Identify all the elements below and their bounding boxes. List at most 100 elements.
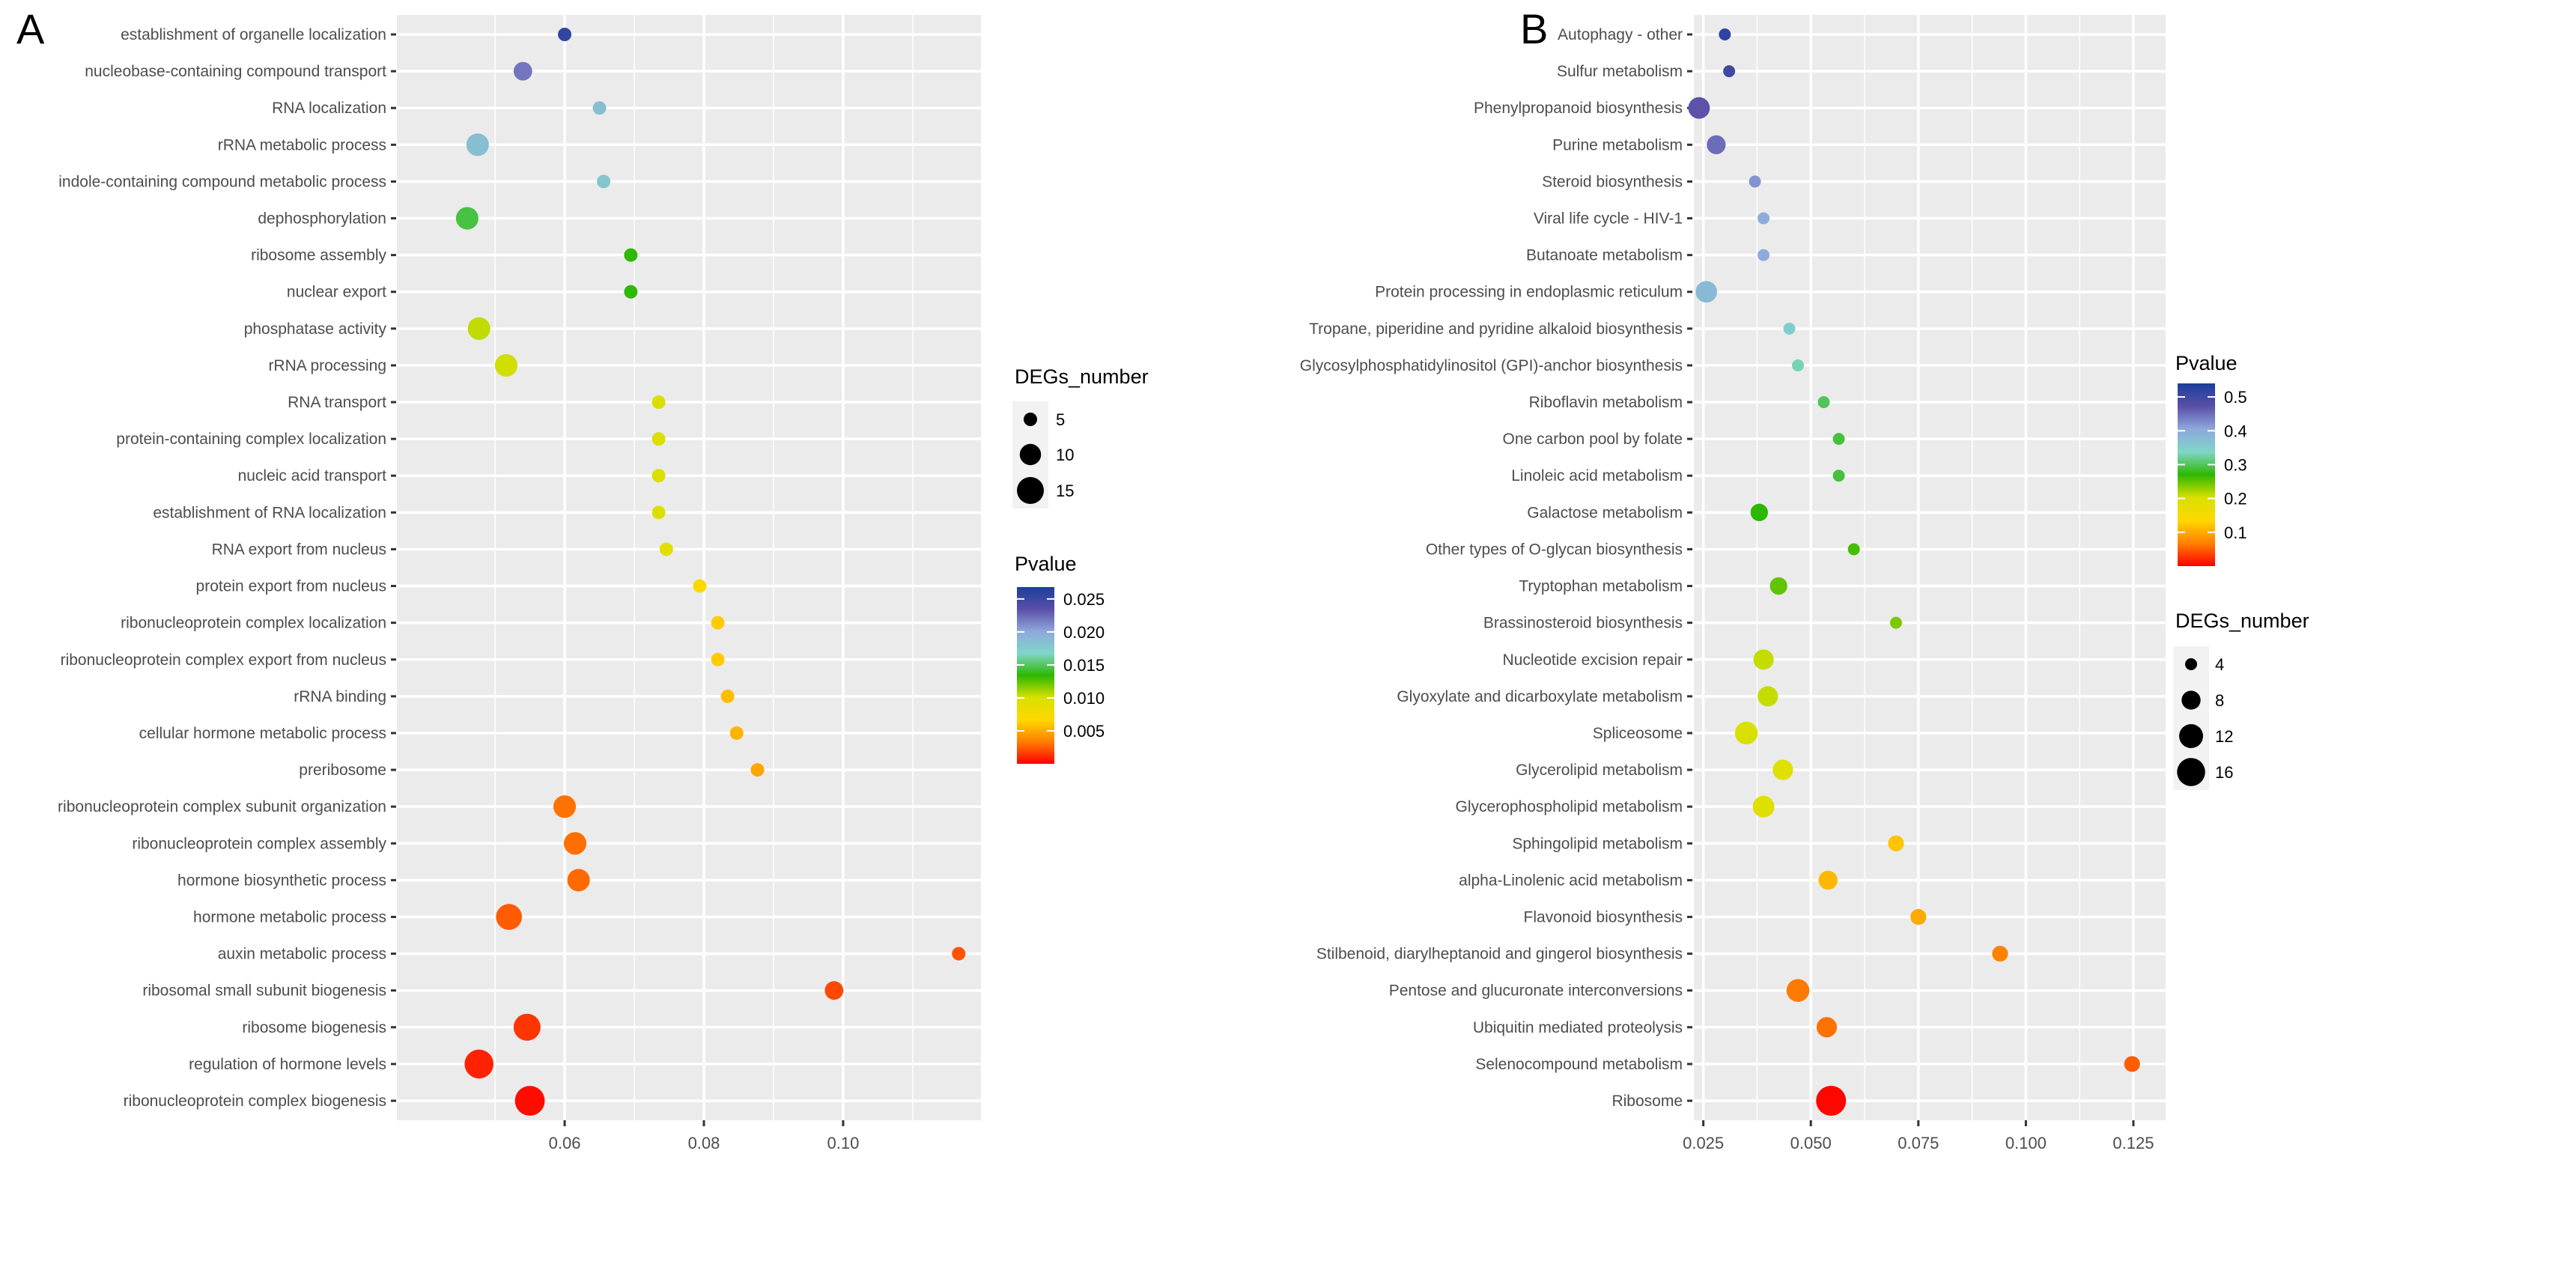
y-tick-label: rRNA processing bbox=[268, 357, 386, 374]
colorbar-label: 0.2 bbox=[2224, 490, 2247, 508]
size-legend-label: 15 bbox=[1056, 481, 1074, 500]
y-tick-label: Ubiquitin mediated proteolysis bbox=[1473, 1019, 1683, 1036]
data-point bbox=[720, 689, 735, 703]
data-point bbox=[455, 207, 479, 230]
panel-letter: B bbox=[1520, 5, 1548, 52]
y-tick-label: regulation of hormone levels bbox=[189, 1056, 386, 1073]
data-point bbox=[1750, 503, 1768, 522]
y-tick-label: ribonucleoprotein complex export from nu… bbox=[61, 651, 386, 669]
y-tick-label: Glycosylphosphatidylinositol (GPI)-ancho… bbox=[1300, 357, 1683, 374]
data-point bbox=[1992, 946, 2008, 962]
data-point bbox=[1816, 1017, 1838, 1038]
y-tick-label: nucleobase-containing compound transport bbox=[85, 63, 386, 80]
color-legend-title: Pvalue bbox=[2175, 352, 2238, 374]
data-point bbox=[1847, 543, 1860, 556]
y-tick-label: alpha-Linolenic acid metabolism bbox=[1459, 872, 1683, 889]
data-point bbox=[1910, 908, 1927, 926]
y-tick-label: indole-containing compound metabolic pro… bbox=[58, 173, 386, 190]
y-tick-label: Tropane, piperidine and pyridine alkaloi… bbox=[1309, 320, 1683, 338]
y-tick-label: ribosomal small subunit biogenesis bbox=[142, 982, 386, 1000]
y-tick-label: rRNA metabolic process bbox=[218, 136, 386, 154]
size-legend-dot bbox=[1019, 443, 1042, 466]
colorbar-label: 0.005 bbox=[1063, 722, 1105, 741]
data-point bbox=[824, 981, 844, 1000]
size-legend-title: DEGs_number bbox=[2175, 610, 2309, 632]
x-tick-label: 0.025 bbox=[1683, 1134, 1724, 1152]
data-point bbox=[2124, 1056, 2140, 1072]
data-point bbox=[1695, 281, 1718, 303]
y-tick-label: One carbon pool by folate bbox=[1503, 431, 1683, 448]
y-tick-label: Sphingolipid metabolism bbox=[1512, 835, 1683, 852]
y-tick-label: rRNA binding bbox=[294, 688, 386, 705]
y-tick-label: Viral life cycle - HIV-1 bbox=[1534, 210, 1683, 228]
colorbar bbox=[2178, 383, 2215, 566]
panel-letter: A bbox=[16, 5, 45, 52]
x-tick-label: 0.075 bbox=[1898, 1134, 1939, 1152]
y-tick-label: RNA export from nucleus bbox=[212, 541, 386, 558]
data-point bbox=[1889, 616, 1902, 629]
y-tick-label: ribosome biogenesis bbox=[242, 1019, 386, 1036]
data-point bbox=[711, 616, 725, 630]
data-point bbox=[1707, 135, 1726, 154]
y-tick-label: establishment of RNA localization bbox=[153, 504, 386, 521]
data-point bbox=[1772, 759, 1793, 780]
data-point bbox=[1816, 1086, 1847, 1116]
data-point bbox=[659, 542, 673, 556]
y-tick-label: Stilbenoid, diarylheptanoid and gingerol… bbox=[1316, 946, 1683, 963]
y-tick-label: Autophagy - other bbox=[1558, 26, 1683, 43]
y-tick-label: protein export from nucleus bbox=[196, 578, 386, 595]
y-tick-label: Linoleic acid metabolism bbox=[1511, 467, 1683, 484]
colorbar-label: 0.010 bbox=[1063, 689, 1105, 708]
y-tick-label: Other types of O-glycan biosynthesis bbox=[1426, 541, 1683, 558]
colorbar-label: 0.5 bbox=[2224, 388, 2247, 407]
y-tick-label: ribonucleoprotein complex subunit organi… bbox=[58, 798, 386, 815]
data-point bbox=[1786, 979, 1810, 1002]
y-tick-label: dephosphorylation bbox=[258, 210, 386, 228]
y-tick-label: Tryptophan metabolism bbox=[1519, 578, 1683, 595]
y-tick-label: hormone metabolic process bbox=[193, 908, 386, 926]
colorbar-label: 0.4 bbox=[2224, 422, 2247, 440]
data-point bbox=[1719, 28, 1731, 40]
size-legend-dot bbox=[1024, 413, 1037, 426]
y-tick-label: auxin metabolic process bbox=[218, 946, 386, 963]
data-point bbox=[563, 832, 587, 855]
size-legend-label: 10 bbox=[1056, 446, 1074, 464]
y-tick-label: Ribosome bbox=[1611, 1093, 1683, 1110]
y-tick-label: cellular hormone metabolic process bbox=[139, 725, 386, 742]
data-point bbox=[651, 432, 666, 446]
y-tick-label: Butanoate metabolism bbox=[1526, 247, 1683, 264]
color-legend-title: Pvalue bbox=[1015, 553, 1077, 575]
colorbar-label: 0.025 bbox=[1063, 590, 1105, 609]
y-tick-label: RNA localization bbox=[272, 100, 386, 117]
data-point bbox=[514, 1086, 545, 1116]
size-legend-dot bbox=[2179, 724, 2203, 748]
data-point bbox=[651, 469, 666, 483]
data-point bbox=[729, 726, 744, 740]
size-legend-label: 4 bbox=[2215, 655, 2224, 674]
data-point bbox=[952, 947, 966, 961]
data-point bbox=[592, 101, 607, 115]
data-point bbox=[1783, 322, 1796, 335]
y-tick-label: protein-containing complex localization bbox=[116, 431, 386, 448]
y-tick-label: preribosome bbox=[299, 762, 386, 779]
y-tick-label: RNA transport bbox=[288, 394, 386, 411]
x-tick-label: 0.10 bbox=[827, 1134, 860, 1152]
data-point bbox=[1832, 470, 1845, 482]
x-tick-label: 0.06 bbox=[549, 1134, 581, 1152]
data-point bbox=[1770, 577, 1787, 595]
data-point bbox=[466, 133, 489, 157]
y-tick-label: Purine metabolism bbox=[1552, 136, 1683, 154]
data-point bbox=[496, 904, 522, 930]
y-tick-label: Riboflavin metabolism bbox=[1529, 394, 1683, 411]
size-legend-title: DEGs_number bbox=[1015, 365, 1149, 388]
size-legend-dot bbox=[2185, 658, 2197, 670]
data-point bbox=[651, 505, 666, 520]
y-tick-label: Flavonoid biosynthesis bbox=[1524, 908, 1683, 926]
x-tick-label: 0.050 bbox=[1790, 1134, 1832, 1152]
y-tick-label: Galactose metabolism bbox=[1527, 504, 1683, 521]
panel-b: B 0.025 0.050 0.075 0.100 0.125 Autophagy - ot… bbox=[1300, 5, 2309, 1152]
y-tick-label: establishment of organelle localization bbox=[121, 26, 386, 43]
x-tick-label: 0.100 bbox=[2005, 1134, 2047, 1152]
data-point bbox=[1888, 835, 1904, 851]
y-tick-label: ribosome assembly bbox=[251, 247, 386, 264]
